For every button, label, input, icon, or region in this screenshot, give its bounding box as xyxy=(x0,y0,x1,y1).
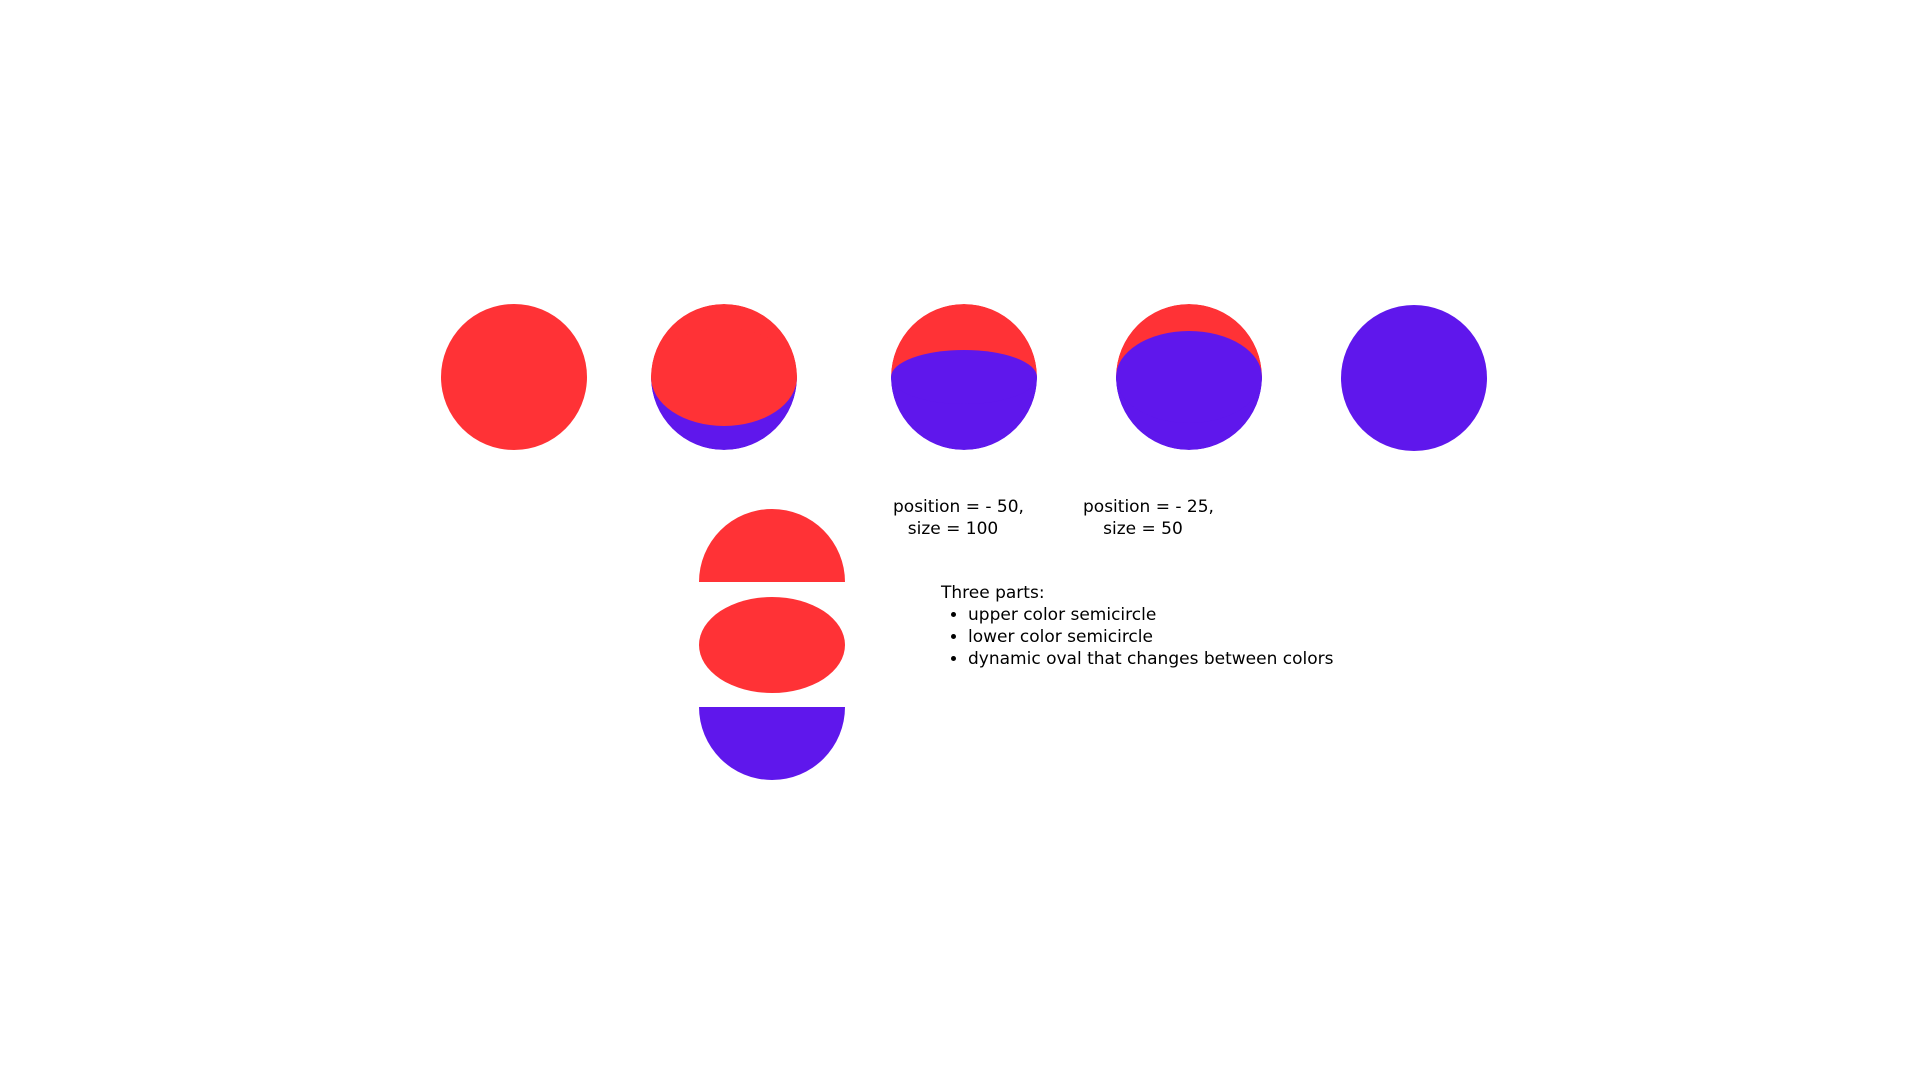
parts-list-item-lower: lower color semicircle xyxy=(968,626,1333,648)
parts-list: upper color semicircle lower color semic… xyxy=(941,604,1333,670)
stage-3-annotation: position = - 50, size = 100 xyxy=(893,496,1024,540)
parts-list-item-oval: dynamic oval that changes between colors xyxy=(968,648,1333,670)
stage-1-red-circle xyxy=(441,304,587,450)
dynamic-oval xyxy=(699,597,845,693)
stage-4-circle xyxy=(1116,304,1262,450)
lower-color-semicircle xyxy=(699,707,845,780)
upper-color-semicircle xyxy=(699,509,845,582)
stage-5-circle xyxy=(1341,305,1487,451)
stage-4-dynamic-oval xyxy=(1116,331,1262,423)
stage-3-annotation-line-1: position = - 50, xyxy=(893,497,1024,517)
stage-1-circle xyxy=(441,304,587,450)
stage-2-circle xyxy=(651,304,797,450)
stage-4-annotation: position = - 25, size = 50 xyxy=(1083,496,1214,540)
stage-2-dynamic-oval xyxy=(651,328,797,426)
stage-3-circle xyxy=(891,304,1037,450)
stage-4-annotation-line-1: position = - 25, xyxy=(1083,497,1214,517)
exploded-parts xyxy=(699,509,845,780)
parts-note-heading: Three parts: xyxy=(941,583,1045,603)
stage-4-annotation-line-2: size = 50 xyxy=(1103,519,1183,539)
parts-note: Three parts: upper color semicircle lowe… xyxy=(941,582,1333,670)
stage-3-annotation-line-2: size = 100 xyxy=(907,519,999,539)
stage-3-dynamic-oval xyxy=(891,350,1037,404)
parts-list-item-upper: upper color semicircle xyxy=(968,604,1333,626)
stage-5-purple-circle xyxy=(1341,305,1487,451)
